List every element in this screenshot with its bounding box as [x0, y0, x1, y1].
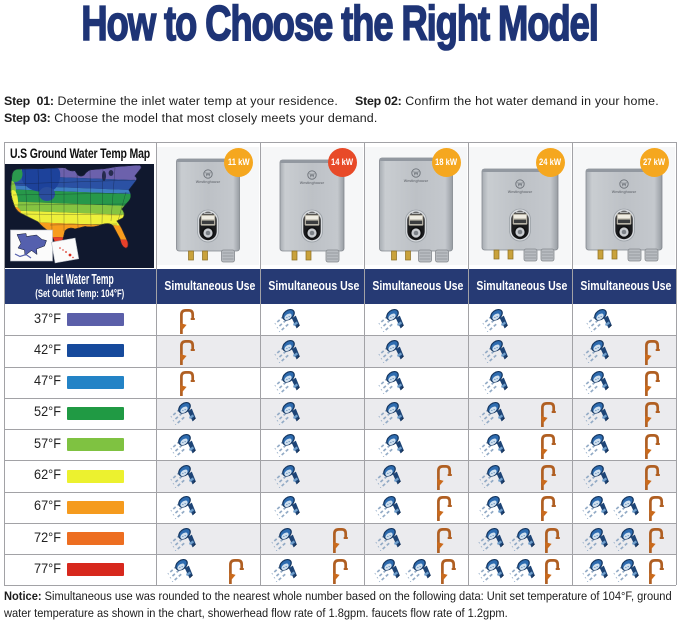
svg-text:Westinghouse: Westinghouse [195, 180, 220, 184]
svg-text:Westinghouse: Westinghouse [611, 190, 636, 194]
svg-text:Westinghouse: Westinghouse [507, 190, 532, 194]
svg-text:Westinghouse: Westinghouse [403, 179, 428, 183]
svg-text:Westinghouse: Westinghouse [299, 181, 324, 185]
